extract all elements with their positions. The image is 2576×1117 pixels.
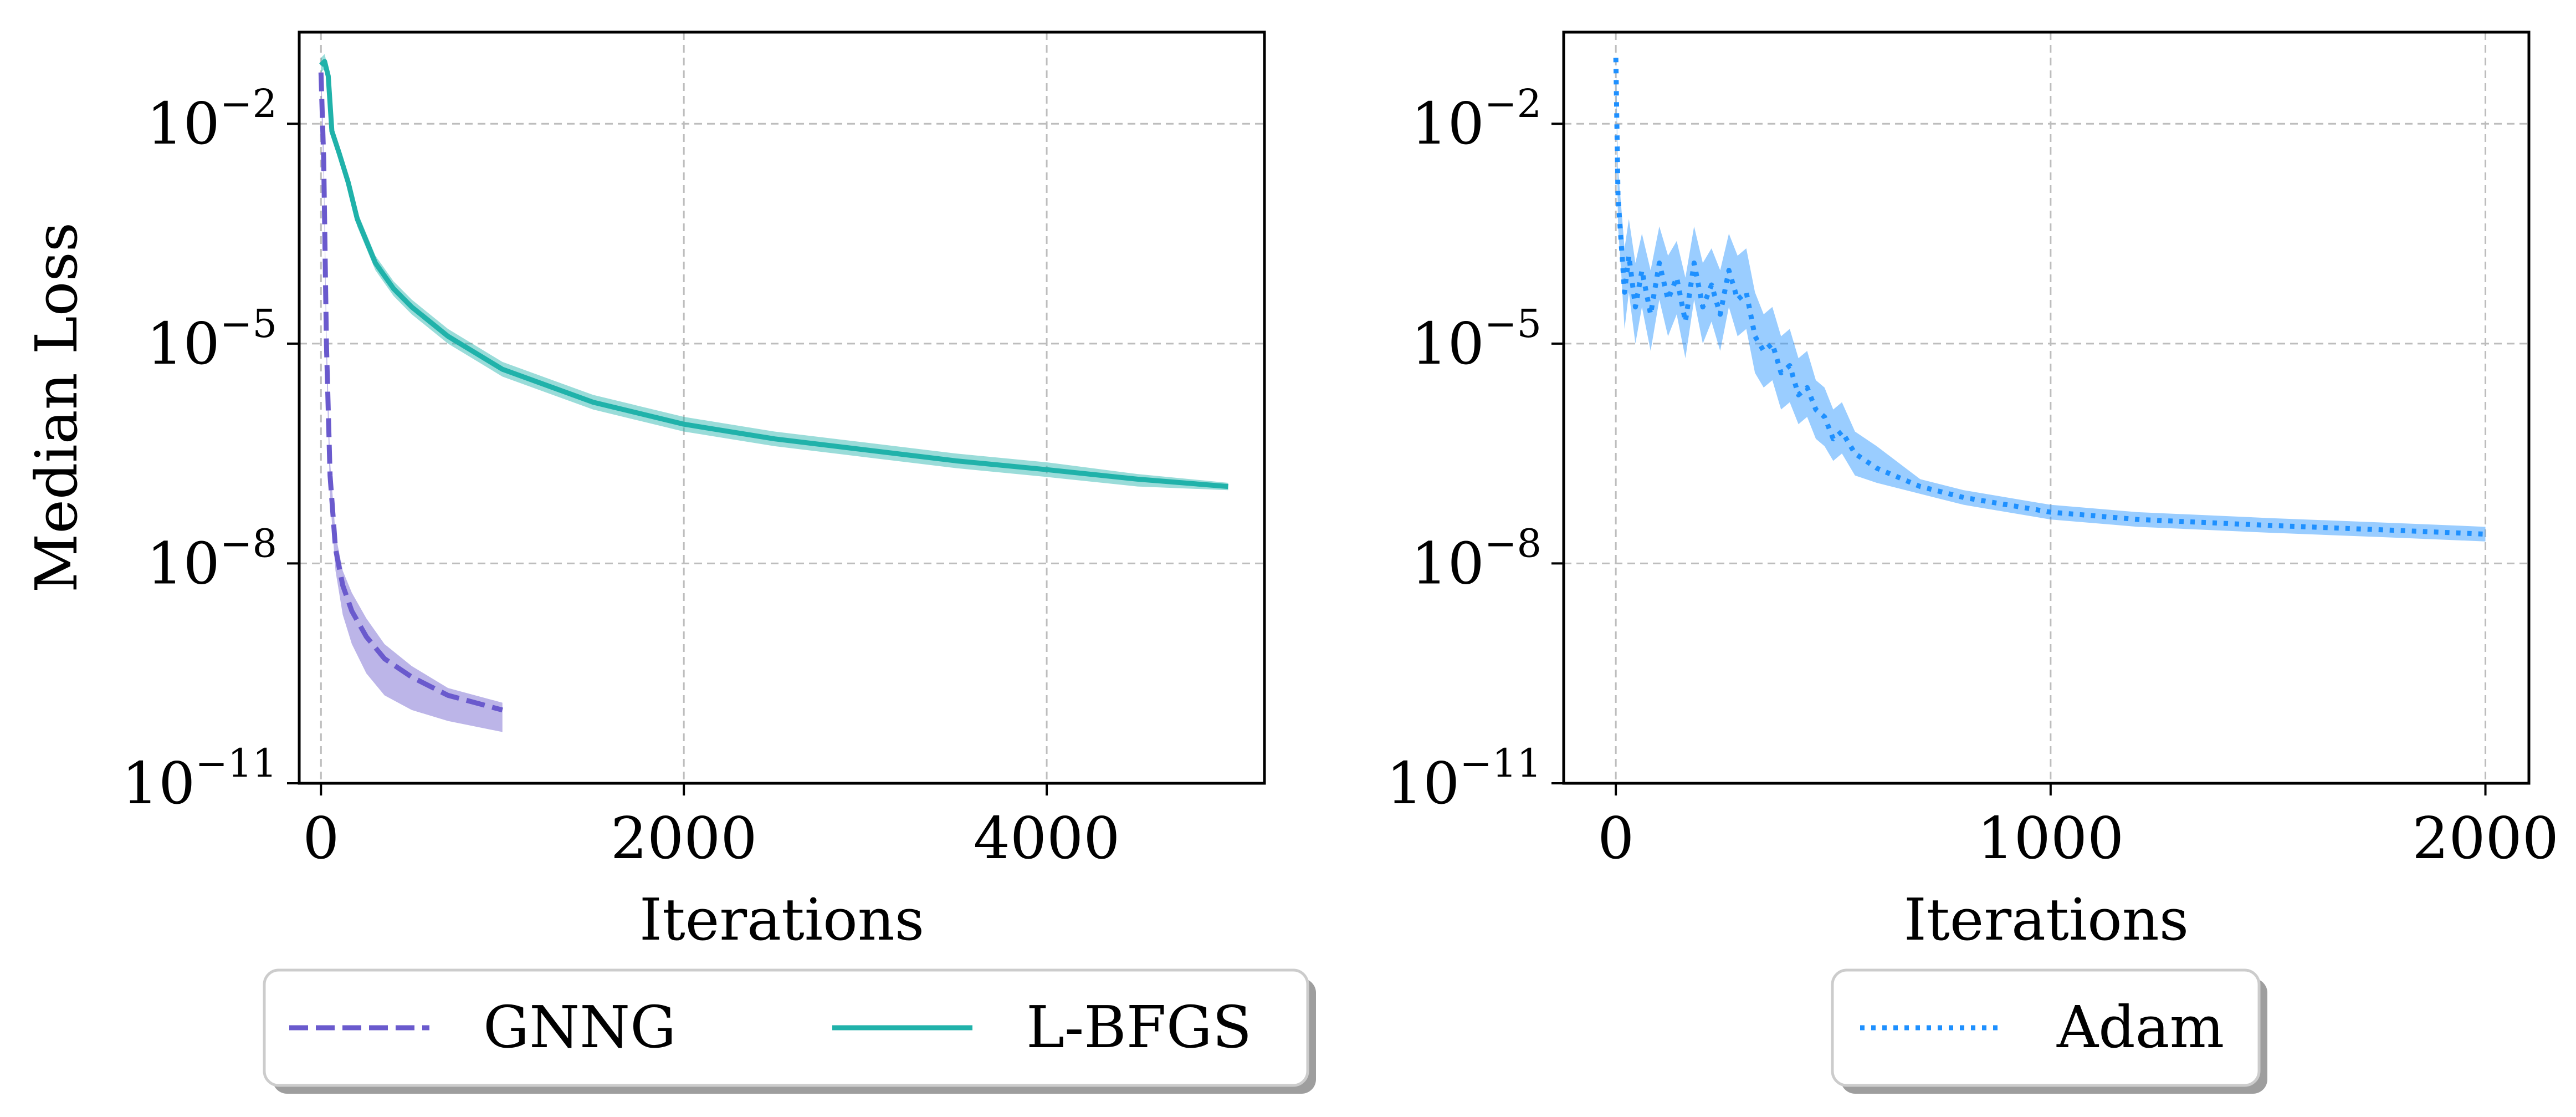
left-legend[interactable]: GNNG L-BFGS bbox=[263, 968, 1316, 1094]
y-tick-label: 10−2 bbox=[146, 81, 277, 157]
legend-adam-label: Adam bbox=[2056, 993, 2224, 1061]
legend-gnng-label: GNNG bbox=[483, 993, 676, 1061]
left-plot-grid bbox=[299, 32, 1264, 783]
y-tick-label-base: 10 bbox=[146, 310, 219, 378]
right-plot-background bbox=[1564, 32, 2529, 783]
y-tick-label-base: 10 bbox=[146, 529, 219, 597]
right-plot-grid bbox=[1564, 32, 2529, 783]
x-tick-label: 0 bbox=[303, 804, 339, 872]
right-plot-y-tick-labels: 10−210−510−810−11 bbox=[1386, 81, 1541, 817]
y-tick-label-exponent: −11 bbox=[195, 741, 277, 786]
series-line-gnng bbox=[318, 72, 503, 713]
y-tick-label-exponent: −11 bbox=[1459, 741, 1541, 786]
series-band-adam bbox=[1616, 50, 2486, 542]
y-tick-label-base: 10 bbox=[1386, 749, 1459, 817]
y-tick-label-base: 10 bbox=[1411, 310, 1484, 378]
right-plot: 0 1000 2000 10−210−510−810−11 Iterations bbox=[1386, 30, 2559, 953]
y-tick-label: 10−8 bbox=[1411, 521, 1541, 597]
y-tick-label: 10−11 bbox=[1386, 741, 1541, 817]
x-tick-label: 2000 bbox=[2412, 804, 2559, 872]
y-tick-label-base: 10 bbox=[1411, 90, 1484, 157]
y-tick-label: 10−8 bbox=[146, 521, 277, 597]
right-legend-box bbox=[1831, 968, 2261, 1087]
left-plot-bands bbox=[321, 54, 1228, 732]
x-tick-label: 2000 bbox=[611, 804, 757, 872]
right-plot-xlabel: Iterations bbox=[1904, 886, 2189, 953]
y-tick-label: 10−5 bbox=[146, 301, 277, 378]
left-plot-background bbox=[299, 32, 1264, 783]
y-tick-label: 10−11 bbox=[122, 741, 277, 817]
left-plot-y-tick-labels: 10−210−510−810−11 bbox=[122, 81, 277, 817]
y-tick-label: 10−5 bbox=[1411, 301, 1541, 378]
left-plot-xlabel: Iterations bbox=[639, 886, 924, 953]
y-tick-label-exponent: −8 bbox=[220, 521, 277, 566]
x-tick-label: 4000 bbox=[974, 804, 1120, 872]
series-band-l-bfgs bbox=[321, 54, 1228, 491]
left-plot-ylabel: Median Loss bbox=[23, 222, 90, 593]
y-tick-label-exponent: −2 bbox=[1484, 81, 1541, 126]
legend-lbfgs-label: L-BFGS bbox=[1026, 993, 1252, 1061]
left-plot-x-tick-labels: 0 2000 4000 bbox=[303, 804, 1120, 872]
right-plot-x-tick-labels: 0 1000 2000 bbox=[1597, 804, 2559, 872]
x-tick-label: 0 bbox=[1597, 804, 1634, 872]
y-tick-label-exponent: −5 bbox=[1484, 301, 1541, 346]
left-plot-lines bbox=[318, 59, 1228, 713]
left-plot: 0 2000 4000 10−210−510−810−11 Iterations M… bbox=[23, 30, 1266, 953]
right-legend[interactable]: Adam bbox=[1831, 968, 2267, 1094]
y-tick-label-exponent: −5 bbox=[220, 301, 277, 346]
y-tick-label-exponent: −2 bbox=[220, 81, 277, 126]
right-plot-ticks bbox=[1551, 123, 2487, 795]
left-legend-box bbox=[263, 968, 1309, 1087]
left-plot-frame bbox=[298, 30, 1266, 785]
y-tick-label-base: 10 bbox=[1411, 529, 1484, 597]
left-plot-ticks bbox=[287, 123, 1048, 795]
right-plot-frame bbox=[1562, 30, 2531, 785]
right-plot-bands bbox=[1616, 50, 2486, 542]
y-tick-label-base: 10 bbox=[146, 90, 219, 157]
series-line-l-bfgs bbox=[319, 59, 1228, 489]
y-tick-label-exponent: −8 bbox=[1484, 521, 1541, 566]
x-tick-label: 1000 bbox=[1978, 804, 2124, 872]
y-tick-label-base: 10 bbox=[122, 749, 195, 817]
y-tick-label: 10−2 bbox=[1411, 81, 1541, 157]
